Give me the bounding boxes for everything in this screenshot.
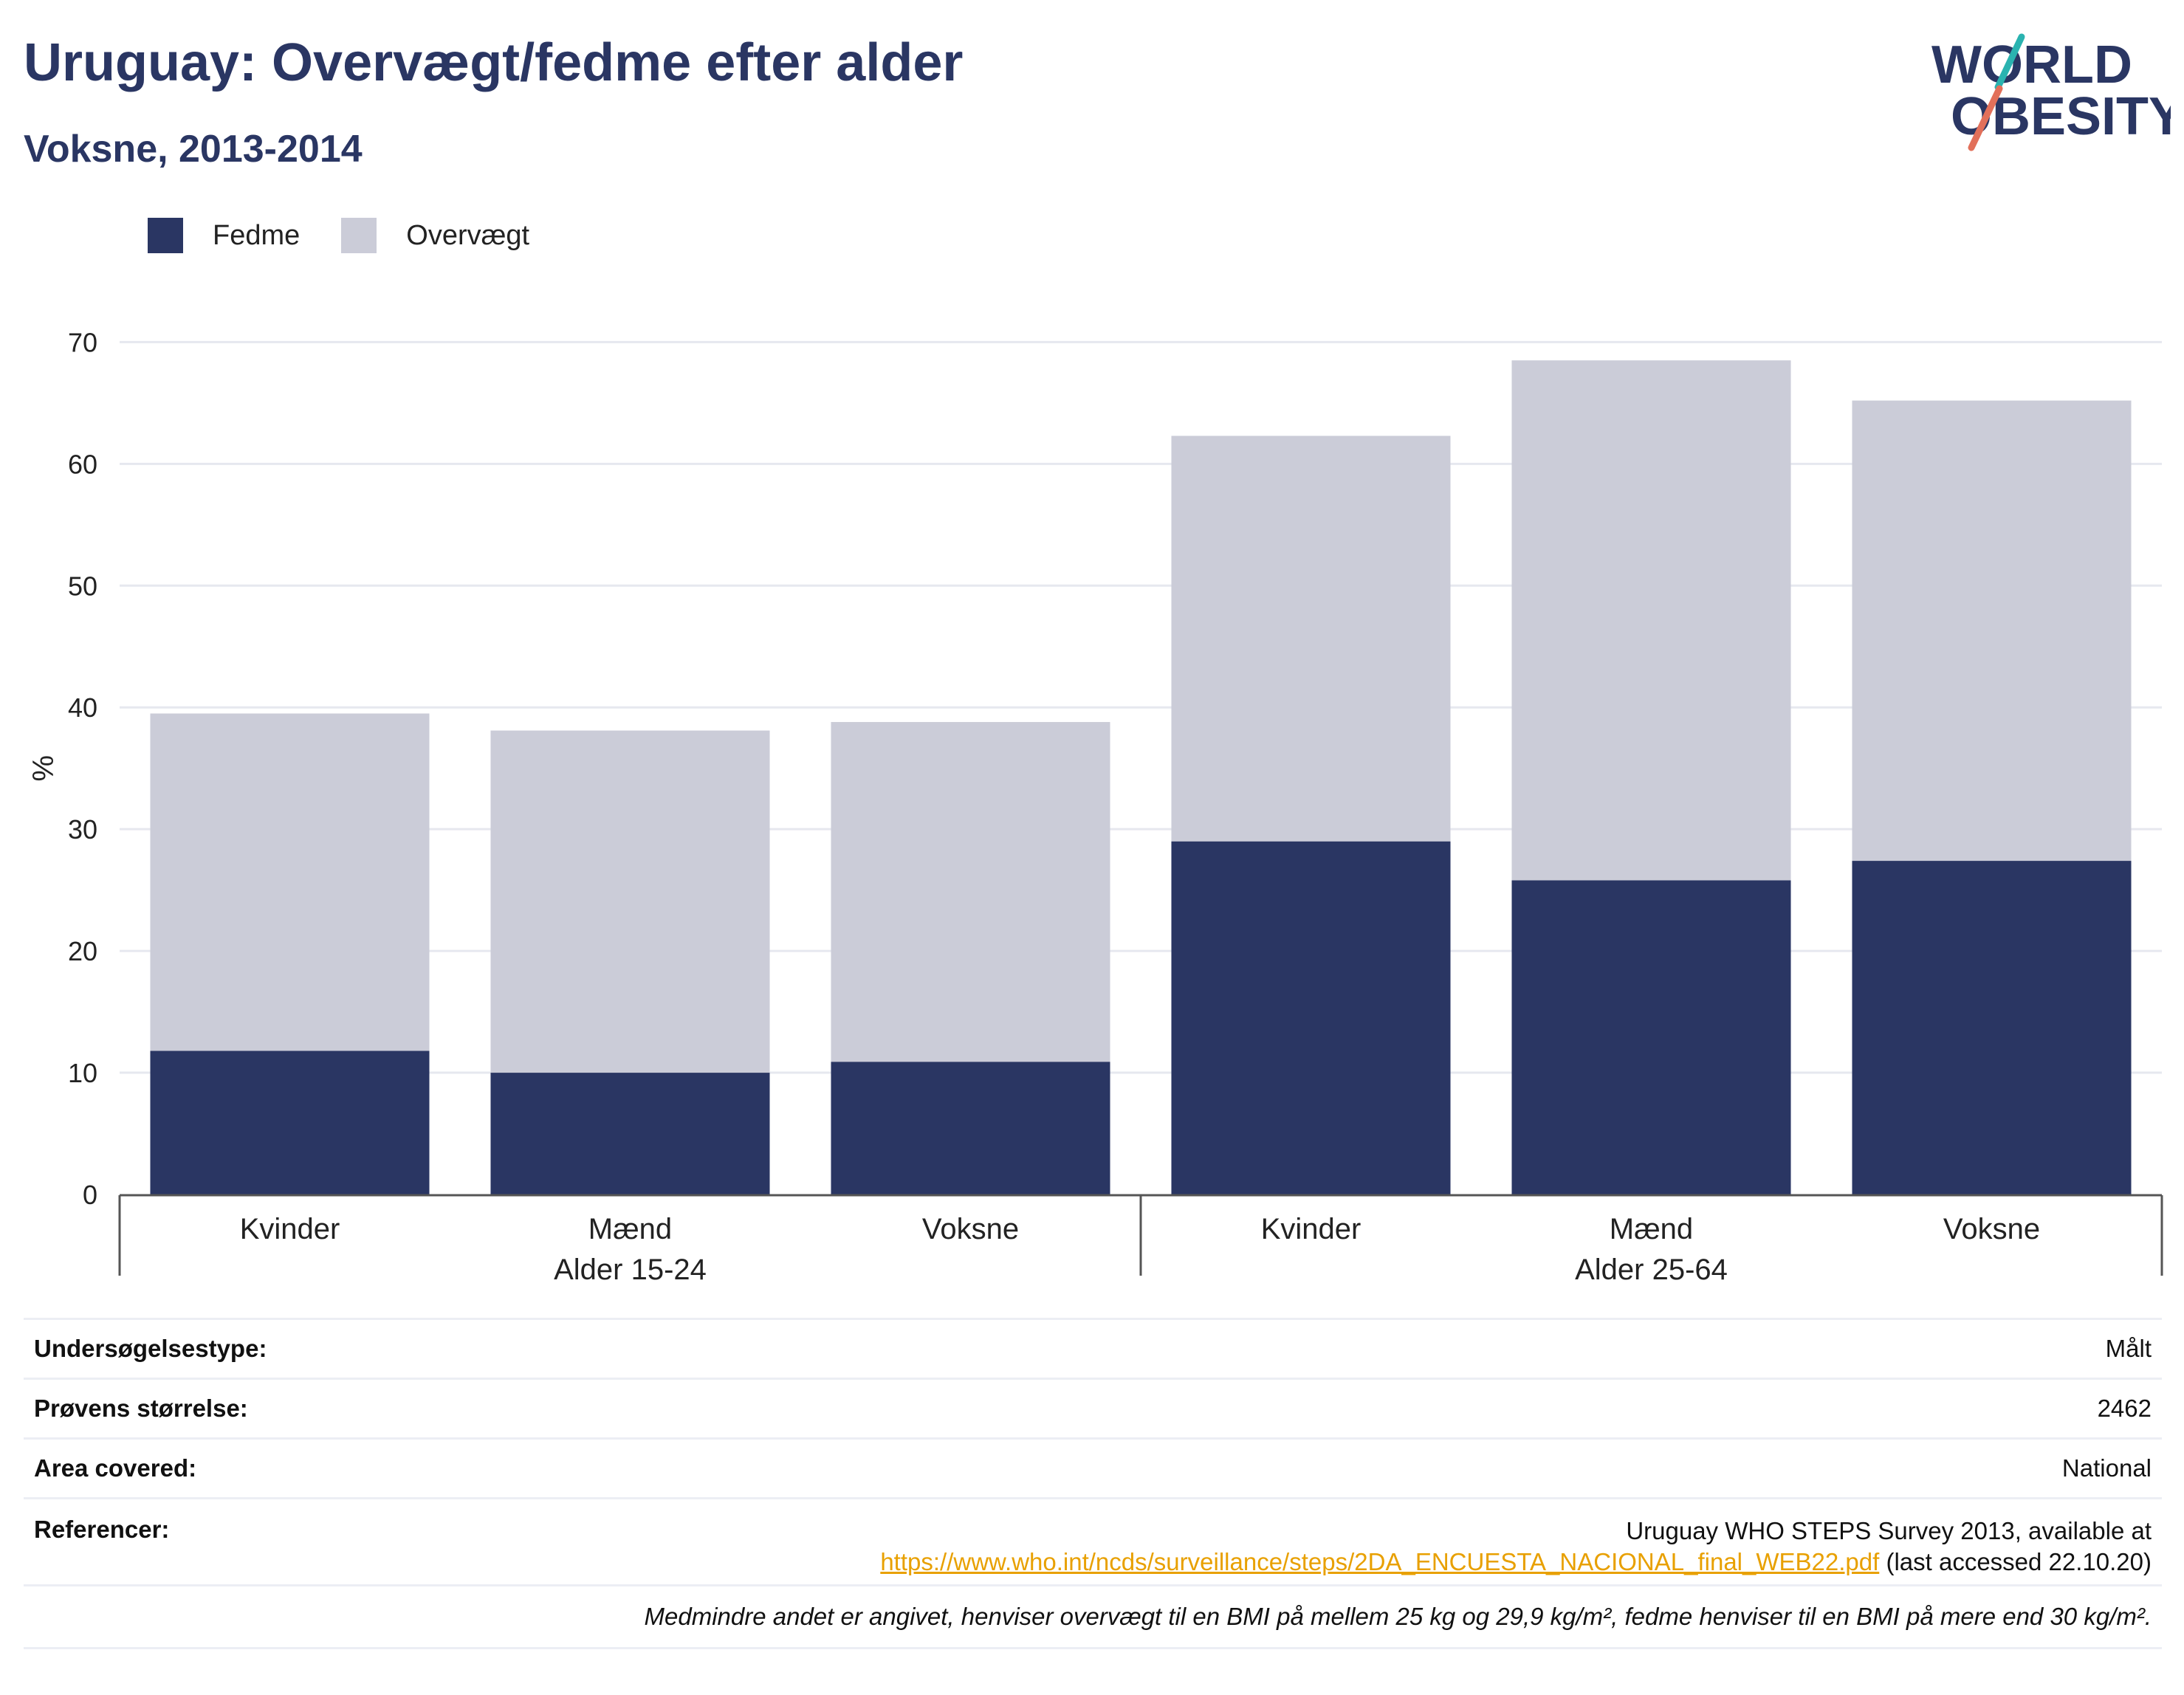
y-tick-label: 70: [68, 327, 97, 357]
legend-item-overvaegt[interactable]: Overvægt: [341, 218, 529, 253]
y-axis-label: %: [27, 755, 60, 782]
y-tick-label: 0: [83, 1180, 97, 1210]
world-obesity-logo: WORLD OBESITY: [1931, 33, 2171, 151]
bar-overvaegt: [490, 730, 770, 1073]
legend-label-fedme: Fedme: [213, 219, 301, 251]
references-text: Uruguay WHO STEPS Survey 2013, available…: [1626, 1517, 2152, 1544]
meta-key-survey-type: Undersøgelsestype:: [34, 1335, 267, 1362]
meta-key-area: Area covered:: [34, 1454, 197, 1482]
meta-row-references: Referencer: Uruguay WHO STEPS Survey 201…: [24, 1497, 2162, 1584]
x-group-label: Alder 25-64: [1575, 1254, 1728, 1286]
bar-fedme: [1511, 880, 1791, 1194]
page-title: Uruguay: Overvægt/fedme efter alder: [24, 33, 964, 92]
x-group-label: Alder 15-24: [554, 1254, 707, 1286]
logo-slash-top: [1994, 33, 2025, 91]
bar-overvaegt: [1511, 360, 1791, 881]
y-tick-label: 10: [68, 1058, 97, 1088]
bar-fedme: [1852, 861, 2132, 1194]
legend-item-fedme[interactable]: Fedme: [148, 218, 300, 253]
meta-key-references: Referencer:: [34, 1516, 170, 1543]
bar-fedme: [831, 1062, 1110, 1194]
chart-legend: Fedme Overvægt: [148, 218, 571, 253]
y-tick-label: 20: [68, 936, 97, 966]
meta-value-survey-type: Målt: [2105, 1335, 2152, 1362]
y-tick-label: 30: [68, 814, 97, 845]
y-tick-label: 50: [68, 571, 97, 601]
x-tick-label: Mænd: [588, 1213, 672, 1245]
page-subtitle: Voksne, 2013-2014: [24, 128, 363, 171]
bar-fedme: [490, 1073, 770, 1194]
bar-overvaegt: [1171, 436, 1451, 842]
bar-overvaegt: [150, 713, 430, 1051]
references-link-line: https://www.who.int/ncds/surveillance/st…: [880, 1547, 2152, 1578]
survey-metadata-table: Undersøgelsestype: Målt Prøvens størrels…: [24, 1318, 2162, 1649]
bar-overvaegt: [831, 722, 1110, 1062]
meta-value-area: National: [2061, 1454, 2152, 1482]
references-link[interactable]: https://www.who.int/ncds/surveillance/st…: [880, 1548, 1880, 1575]
x-tick-label: Voksne: [922, 1213, 1019, 1245]
logo-line-world: WORLD: [1931, 35, 2132, 94]
bar-fedme: [150, 1051, 430, 1194]
bar-overvaegt: [1852, 400, 2132, 862]
legend-swatch-overvaegt: [341, 218, 377, 253]
legend-label-overvaegt: Overvægt: [406, 219, 530, 251]
meta-row-sample-size: Prøvens størrelse: 2462: [24, 1378, 2162, 1437]
stacked-bar-chart: 0 10 20 30 40 50 60 70% Kvinder Mænd Voksne Kvinder…: [27, 327, 2163, 1286]
meta-row-survey-type: Undersøgelsestype: Målt: [24, 1318, 2162, 1378]
meta-row-area: Area covered: National: [24, 1437, 2162, 1497]
references-suffix: (last accessed 22.10.20): [1879, 1548, 2152, 1575]
meta-value-sample-size: 2462: [2097, 1395, 2152, 1422]
bmi-definition-note: Medmindre andet er angivet, henviser ove…: [644, 1603, 2152, 1630]
bar-fedme: [1171, 841, 1451, 1194]
x-tick-label: Kvinder: [240, 1213, 340, 1245]
meta-row-note: Medmindre andet er angivet, henviser ove…: [24, 1584, 2162, 1649]
y-tick-label: 60: [68, 449, 97, 479]
legend-swatch-fedme: [148, 218, 183, 253]
x-tick-label: Kvinder: [1261, 1213, 1361, 1245]
logo-slash-bottom: [1968, 85, 2003, 151]
meta-key-sample-size: Prøvens størrelse:: [34, 1395, 248, 1422]
meta-value-references: Uruguay WHO STEPS Survey 2013, available…: [880, 1516, 2152, 1578]
x-tick-label: Voksne: [1943, 1213, 2040, 1245]
x-tick-label: Mænd: [1610, 1213, 1693, 1245]
y-tick-label: 40: [68, 692, 97, 723]
